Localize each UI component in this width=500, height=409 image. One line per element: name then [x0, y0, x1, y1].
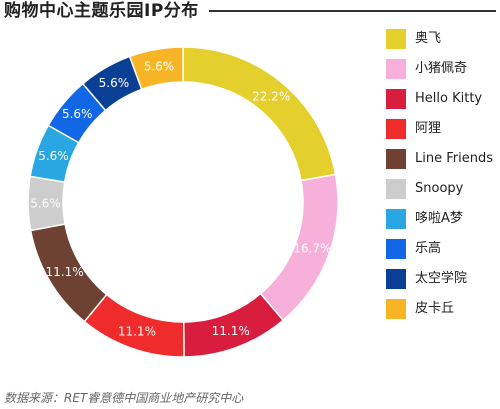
- chart-legend: 奥飞小猪佩奇 Hello Kitty 阿狸 Line Friends Snoopy 哆啦A…: [386, 27, 498, 327]
- legend-label: 阿狸: [415, 121, 442, 136]
- legend-item: Line Friends: [386, 147, 498, 177]
- legend-swatch: [386, 239, 406, 259]
- legend-label: 小猪佩奇: [415, 61, 468, 76]
- legend-swatch: [386, 269, 406, 289]
- legend-label: 奥飞: [415, 31, 442, 46]
- legend-item: 哆啦A梦: [386, 207, 498, 237]
- chart-title: 购物中心主题乐园IP分布: [4, 1, 199, 21]
- legend-item: 皮卡丘: [386, 297, 498, 327]
- slice-data-label: 16.7%: [293, 241, 331, 255]
- legend-item: Snoopy: [386, 177, 498, 207]
- legend-swatch: [386, 149, 406, 169]
- slice-data-label: 5.6%: [38, 149, 69, 163]
- slice-data-label: 5.6%: [30, 196, 61, 210]
- title-rule: [209, 10, 496, 12]
- legend-swatch: [386, 299, 406, 319]
- donut-slice: [128, 46, 184, 91]
- legend-item: 小猪佩奇: [386, 57, 498, 87]
- legend-label: 乐高: [415, 241, 442, 256]
- legend-item: 太空学院: [386, 267, 498, 297]
- source-footnote: 数据来源：RET睿意德中国商业地产研究中心: [4, 391, 244, 405]
- slice-data-label: 11.1%: [118, 325, 156, 339]
- slice-data-label: 5.6%: [99, 76, 130, 90]
- legend-label: 太空学院: [415, 271, 468, 286]
- legend-swatch: [386, 119, 406, 139]
- legend-label: Line Friends: [415, 151, 493, 166]
- legend-item: 阿狸: [386, 117, 498, 147]
- legend-swatch: [386, 29, 406, 49]
- donut-slice: [182, 46, 337, 182]
- legend-swatch: [386, 209, 406, 229]
- legend-label: Hello Kitty: [415, 91, 483, 106]
- legend-item: 奥飞: [386, 27, 498, 57]
- legend-swatch: [386, 89, 406, 109]
- slice-data-label: 5.6%: [144, 60, 175, 74]
- legend-item: Hello Kitty: [386, 87, 498, 117]
- legend-label: 皮卡丘: [415, 301, 455, 316]
- legend-item: 乐高: [386, 237, 498, 267]
- slice-data-label: 5.6%: [62, 107, 93, 121]
- legend-label: Snoopy: [415, 181, 464, 196]
- legend-swatch: [386, 179, 406, 199]
- slice-data-label: 11.1%: [212, 324, 250, 338]
- slice-data-label: 22.2%: [252, 89, 290, 103]
- legend-swatch: [386, 59, 406, 79]
- slice-data-label: 11.1%: [46, 265, 84, 279]
- legend-label: 哆啦A梦: [415, 211, 463, 226]
